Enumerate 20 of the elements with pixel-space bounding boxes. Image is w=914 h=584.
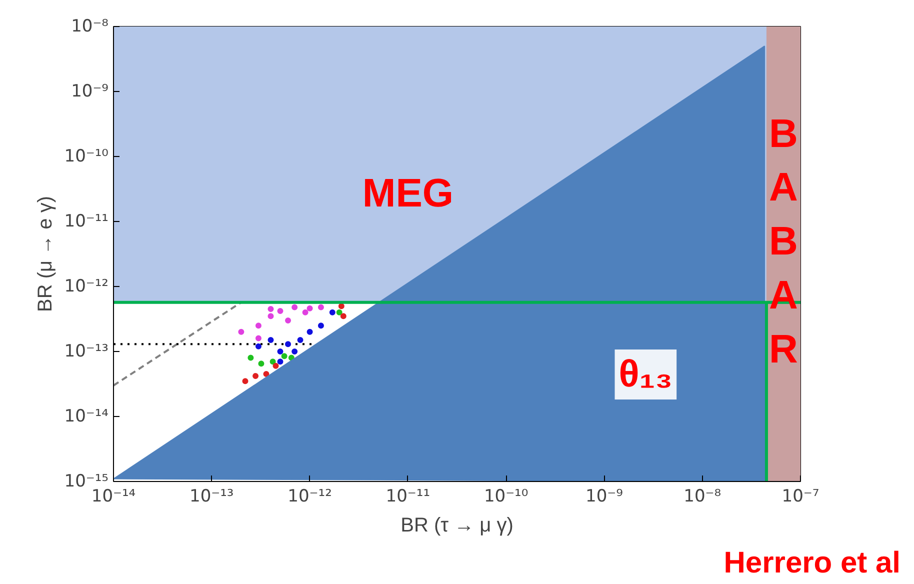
x-tick-label: 10⁻⁷: [782, 486, 820, 506]
x-tick-label: 10⁻¹⁰: [484, 486, 528, 506]
y-tick-label: 10⁻⁸: [71, 16, 109, 36]
x-tick-label: 10⁻¹¹: [386, 486, 430, 506]
x-axis-title: BR (τ → μ γ): [400, 514, 514, 536]
series-label: θ₁₃: [618, 353, 673, 396]
y-tick-label: 10⁻¹²: [64, 276, 109, 296]
y-tick-label: 10⁻¹³: [64, 342, 109, 362]
band-label: MEG: [362, 172, 454, 216]
x-tick-label: 10⁻¹²: [288, 486, 332, 506]
x-tick-label: 10⁻¹³: [190, 486, 234, 506]
y-tick-label: 10⁻¹¹: [64, 212, 109, 232]
y-axis-title: BR (μ → e γ): [34, 196, 56, 312]
text: Herrero et al: [724, 546, 900, 580]
x-tick-label: 10⁻⁸: [684, 486, 722, 506]
x-tick-label: 10⁻¹⁴: [91, 486, 136, 506]
x-tick-label: 10⁻⁹: [586, 486, 624, 506]
y-tick-label: 10⁻¹⁰: [64, 146, 109, 166]
y-tick-label: 10⁻⁹: [71, 82, 109, 102]
y-tick-label: 10⁻¹⁴: [64, 406, 109, 426]
